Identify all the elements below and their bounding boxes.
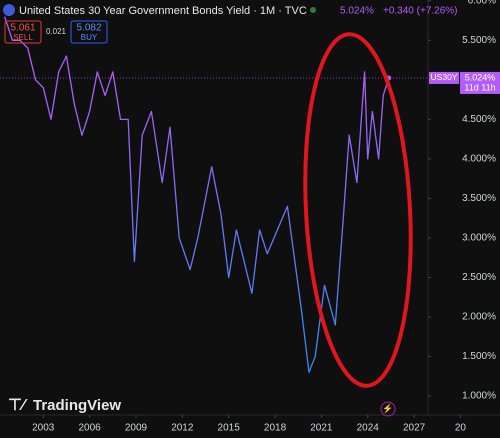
price-tag xyxy=(460,71,500,94)
y-tick-label: 2.000% xyxy=(462,312,496,323)
status-dot xyxy=(310,7,316,13)
price-tag-label: 5.024% xyxy=(465,72,496,82)
x-tick-label: 2012 xyxy=(171,423,194,434)
x-tick-label: 2027 xyxy=(403,423,426,434)
price: 5.024% xyxy=(340,6,374,17)
highlight-ellipse xyxy=(303,32,413,388)
buy-price: 5.082 xyxy=(76,23,101,34)
y-tick-label: 3.500% xyxy=(462,193,496,204)
y-tick-label: 3.000% xyxy=(462,233,496,244)
chart-title: United States 30 Year Government Bonds Y… xyxy=(19,5,307,17)
x-tick-label: 2024 xyxy=(357,423,380,434)
y-tick-label: 4.500% xyxy=(462,114,496,125)
alert-glyph: ⚡ xyxy=(382,402,393,414)
buy-label: BUY xyxy=(81,33,98,42)
brand-logo: ⊤⁄ xyxy=(8,397,28,414)
y-tick-label: 5.500% xyxy=(462,35,496,46)
countdown-label: 11d 11h xyxy=(464,82,495,92)
alert-icon[interactable] xyxy=(380,401,396,417)
y-tick-label: 1.000% xyxy=(462,391,496,402)
symbol-tag xyxy=(429,71,459,84)
x-tick-label: 2021 xyxy=(310,423,333,434)
sell-label: SELL xyxy=(13,33,33,42)
brand: TradingView xyxy=(33,397,121,414)
y-tick-label: 4.000% xyxy=(462,154,496,165)
change: +0.340 (+7.26%) xyxy=(383,6,458,17)
y-tick-label: 6.00% xyxy=(468,0,496,6)
buy-button[interactable] xyxy=(70,20,108,44)
x-tick-label: 2018 xyxy=(264,423,287,434)
spread: 0.021 xyxy=(46,27,67,36)
x-tick-label: 2009 xyxy=(125,423,148,434)
x-tick-label: 2015 xyxy=(218,423,241,434)
symbol-tag-label: US30Y xyxy=(431,72,458,82)
y-tick-label: 2.500% xyxy=(462,272,496,283)
x-tick-label: 2006 xyxy=(78,423,101,434)
series-line xyxy=(3,16,390,373)
y-tick-label: 1.500% xyxy=(462,351,496,362)
x-tick-label: 20 xyxy=(455,423,467,434)
sell-button[interactable] xyxy=(4,20,42,44)
sell-price: 5.061 xyxy=(10,23,35,34)
flag-icon xyxy=(3,4,15,16)
x-tick-label: 2003 xyxy=(32,423,55,434)
